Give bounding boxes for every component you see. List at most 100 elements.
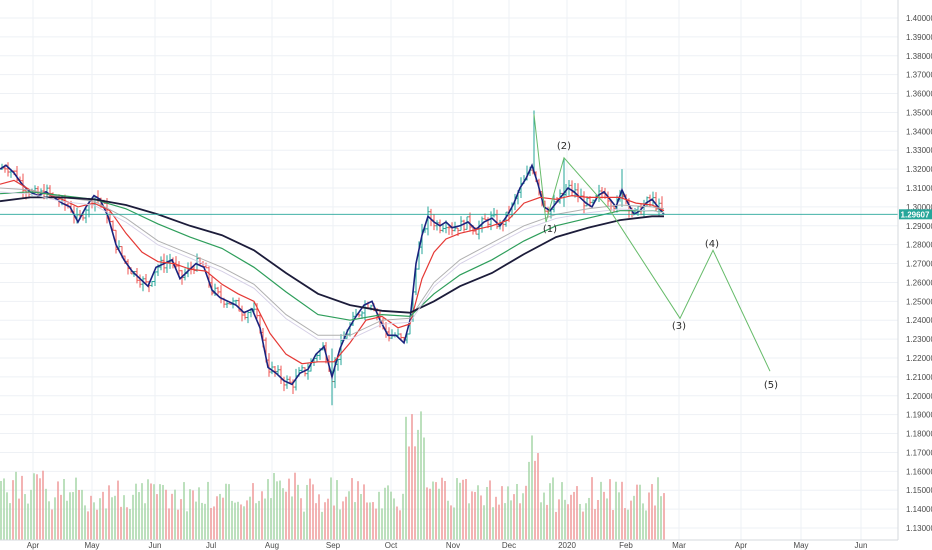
volume-bar bbox=[54, 497, 56, 540]
time-tick-label: Sep bbox=[326, 541, 341, 550]
volume-bar bbox=[105, 508, 107, 540]
price-axis[interactable] bbox=[898, 0, 932, 550]
volume-bar bbox=[471, 491, 473, 540]
volume-bar bbox=[162, 484, 164, 540]
volume-bar bbox=[480, 495, 482, 540]
price-bar bbox=[447, 225, 451, 235]
volume-bar bbox=[306, 484, 308, 540]
volume-bar bbox=[255, 503, 257, 540]
volume-bar bbox=[573, 491, 575, 540]
volume-bar bbox=[321, 511, 323, 540]
volume-bar bbox=[18, 498, 20, 540]
wave-label: (2) bbox=[557, 141, 571, 152]
volume-bar bbox=[324, 502, 326, 540]
volume-bar bbox=[510, 500, 512, 540]
volume-bar bbox=[492, 507, 494, 540]
volume-bar bbox=[165, 489, 167, 540]
volume-bar bbox=[552, 477, 554, 540]
volume-bar bbox=[225, 483, 227, 540]
price-bar bbox=[300, 365, 304, 373]
time-tick-label: Apr bbox=[735, 541, 748, 550]
current-price-tag-box bbox=[899, 209, 932, 220]
volume-bar bbox=[9, 503, 11, 540]
volume-bar bbox=[630, 500, 632, 540]
volume-bar bbox=[189, 489, 191, 540]
volume-bar bbox=[231, 500, 233, 540]
price-bar bbox=[216, 286, 220, 295]
volume-bar bbox=[315, 503, 317, 540]
volume-bar bbox=[546, 504, 548, 540]
price-bar bbox=[111, 220, 115, 231]
time-axis-ticks[interactable]: Apr May Jun Jul Aug Sep Oct Nov Dec 2020 Feb Mar Apr… bbox=[27, 541, 868, 550]
volume-bar bbox=[258, 500, 260, 540]
volume-bar bbox=[183, 482, 185, 540]
price-bar bbox=[441, 224, 445, 233]
volume-bar bbox=[87, 511, 89, 540]
volume-bar bbox=[99, 498, 101, 540]
price-bar bbox=[144, 273, 148, 284]
volume-bar bbox=[396, 506, 398, 540]
volume-bar bbox=[15, 471, 17, 540]
ma-line-grey bbox=[0, 187, 665, 336]
time-tick-label: Feb bbox=[619, 541, 633, 550]
volume-bar bbox=[348, 491, 350, 540]
price-bar bbox=[552, 194, 556, 213]
volume-bar bbox=[585, 503, 587, 540]
volume-bar bbox=[633, 495, 635, 540]
price-bar bbox=[426, 206, 430, 236]
volume-bar bbox=[129, 509, 131, 540]
time-tick-label: May bbox=[84, 541, 99, 550]
volume-bar bbox=[609, 479, 611, 540]
time-tick-label: Mar bbox=[672, 541, 686, 550]
volume-bar bbox=[663, 493, 665, 540]
volume-bar bbox=[81, 489, 83, 540]
volume-bar bbox=[180, 499, 182, 540]
volume-bar bbox=[540, 502, 542, 540]
volume-bar bbox=[576, 486, 578, 540]
volume-bar bbox=[24, 494, 26, 540]
time-tick-label: May bbox=[793, 541, 808, 550]
volume-bar bbox=[36, 474, 38, 540]
volume-bar bbox=[597, 499, 599, 540]
volume-bar bbox=[522, 493, 524, 540]
volume-bar bbox=[210, 507, 212, 540]
volume-bar bbox=[318, 494, 320, 540]
volume-bar bbox=[390, 491, 392, 540]
price-tick-label: 1.22000 bbox=[906, 354, 932, 363]
volume-bar bbox=[141, 483, 143, 540]
volume-bar bbox=[108, 485, 110, 540]
volume-bar bbox=[6, 492, 8, 540]
volume-bar bbox=[207, 481, 209, 540]
volume-bar bbox=[339, 509, 341, 540]
volume-bar bbox=[636, 484, 638, 540]
volume-bar bbox=[387, 485, 389, 540]
volume-bar bbox=[330, 477, 332, 540]
price-tick-label: 1.24000 bbox=[906, 316, 932, 325]
volume-bar bbox=[435, 482, 437, 540]
price-bar bbox=[141, 276, 145, 292]
volume-bar bbox=[213, 506, 215, 540]
volume-bar bbox=[378, 491, 380, 540]
volume-bar bbox=[192, 490, 194, 540]
price-bar bbox=[159, 256, 163, 271]
price-tick-label: 1.38000 bbox=[906, 52, 932, 61]
volume-bar bbox=[645, 510, 647, 540]
volume-bar bbox=[276, 481, 278, 540]
volume-bar bbox=[63, 478, 65, 540]
volume-bar bbox=[84, 505, 86, 540]
volume-bar bbox=[462, 479, 464, 540]
volume-bar bbox=[648, 492, 650, 540]
volume-bar bbox=[240, 504, 242, 540]
volume-bar bbox=[588, 497, 590, 540]
price-axis-ticks: 1.40000 1.39000 1.38000 1.37000 1.36000 1.350… bbox=[906, 14, 932, 533]
price-bar bbox=[306, 363, 310, 380]
volume-bar bbox=[420, 411, 422, 540]
volume-bar bbox=[234, 502, 236, 540]
volume-bar bbox=[93, 502, 95, 540]
volume-bar bbox=[48, 501, 50, 540]
volume-bar bbox=[228, 484, 230, 540]
volume-bar bbox=[537, 453, 539, 540]
volume-bar bbox=[336, 480, 338, 540]
volume-bar bbox=[474, 491, 476, 540]
